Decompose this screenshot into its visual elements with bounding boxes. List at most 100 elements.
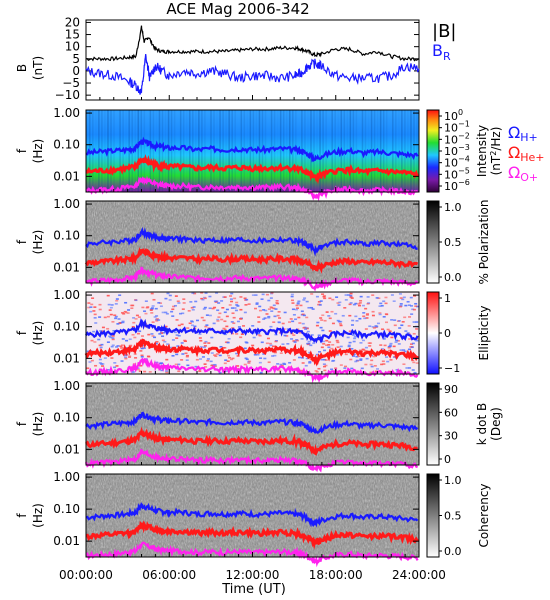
ellipticity-cell [358, 317, 362, 320]
ellipticity-cell [101, 365, 105, 367]
ellipticity-cell [161, 335, 165, 338]
ellipticity-cell [199, 339, 203, 342]
ellipticity-cell [120, 344, 124, 346]
ellipticity-cell [323, 295, 327, 297]
ellipticity-cell [303, 297, 307, 299]
ellipticity-cell [412, 361, 416, 364]
ellipticity-cell [362, 312, 366, 314]
ellipticity-cell [388, 330, 392, 333]
ellipticity-cell [180, 342, 184, 344]
ellipticity-cell [257, 321, 261, 323]
ellipticity-cell [359, 299, 363, 302]
intensity-stripe [249, 110, 252, 192]
ellipticity-cell [262, 318, 266, 320]
ellipticity-cell [133, 336, 137, 339]
ellipticity-cell [277, 321, 281, 324]
coherency-ytick-label: 0.10 [53, 502, 80, 516]
ellipticity-cell [292, 334, 296, 336]
ellipticity-cell [134, 318, 138, 320]
ellipticity-cell [331, 322, 335, 325]
ellipticity-cell [270, 310, 274, 312]
ellipticity-cell [216, 318, 220, 321]
ellipticity-cell [350, 297, 354, 299]
ellipticity-cell [324, 359, 328, 361]
gyro-o-plus-line [84, 447, 418, 473]
ellipticity-cell [388, 345, 392, 348]
ellipticity-ytick-label: 0.01 [53, 351, 80, 365]
ellipticity-colorbar-label: 1 [444, 292, 451, 305]
ellipticity-cell [281, 343, 285, 345]
ellipticity-cell [131, 371, 135, 373]
ellipticity-cell [110, 304, 114, 306]
ellipticity-cell [109, 313, 113, 316]
ellipticity-cell [154, 307, 158, 310]
legend-b-radial-sub: R [443, 50, 451, 63]
ellipticity-cell [310, 293, 314, 295]
ellipticity-cell [103, 316, 107, 319]
ellipticity-cell [247, 362, 251, 364]
polarization-panel: 1.00 0.10 0.01 f (Hz) 1.0 0.5 0.0 % Polarization [15, 197, 491, 292]
ellipticity-cell [352, 340, 356, 343]
ellipticity-cell [193, 292, 197, 295]
gyro-he-plus-line [84, 246, 419, 274]
ellipticity-cell [253, 307, 257, 310]
ellipticity-cell [270, 292, 274, 294]
ellipticity-cell [230, 321, 234, 323]
ellipticity-cell [412, 321, 416, 323]
ellipticity-cell [210, 352, 214, 354]
ellipticity-cell [208, 314, 212, 317]
ellipticity-cell [344, 353, 348, 356]
ellipticity-cell [390, 336, 394, 339]
ellipticity-cell [408, 367, 412, 369]
ellipticity-cell [349, 292, 353, 295]
intensity-colorbar-exponent: −1 [458, 120, 470, 129]
ellipticity-cell [90, 303, 94, 306]
ellipticity-cell [277, 311, 281, 313]
ellipticity-cell [278, 369, 282, 372]
ellipticity-cell [106, 368, 110, 371]
intensity-colorbar-exponent: −2 [458, 131, 470, 140]
ellipticity-cell [164, 311, 168, 314]
ellipticity-cell [324, 364, 328, 367]
ellipticity-cell [190, 321, 194, 323]
ellipticity-cell [306, 342, 310, 345]
ellipticity-cell [364, 307, 368, 310]
ellipticity-cell [336, 346, 340, 348]
ellipticity-cell [292, 313, 296, 316]
ellipticity-cell [140, 355, 144, 358]
legend-b-radial-main: B [432, 41, 443, 60]
ellipticity-cell [290, 293, 294, 296]
ellipticity-cell [93, 313, 97, 316]
ellipticity-cell [296, 302, 300, 304]
ellipticity-cell [355, 359, 359, 362]
ellipticity-cell [150, 312, 154, 314]
ellipticity-cell [120, 347, 124, 349]
intensity-stripe [395, 110, 397, 192]
ellipticity-cell [396, 340, 400, 342]
ellipticity-cell [371, 314, 375, 317]
ellipticity-cell [253, 353, 257, 356]
ellipticity-cell [180, 323, 184, 326]
ellipticity-cell [257, 332, 261, 335]
ellipticity-cell [388, 349, 392, 352]
ellipticity-cell [199, 346, 203, 348]
ellipticity-cell [352, 303, 356, 306]
ellipticity-cell [113, 362, 117, 364]
ellipticity-cell [181, 308, 185, 310]
time-tick-label: 12:00:00 [226, 568, 280, 582]
ellipticity-cell [302, 327, 306, 329]
ellipticity-cell [300, 338, 304, 340]
ellipticity-cell [403, 350, 407, 353]
ellipticity-cell [328, 330, 332, 332]
ellipticity-cell [90, 339, 94, 342]
ellipticity-cell [186, 364, 190, 367]
ellipticity-cell [257, 333, 261, 336]
ellipticity-cell [153, 316, 157, 318]
ellipticity-cell [185, 355, 189, 358]
gyro-o-plus-line [85, 266, 419, 292]
gyro-h-plus-line [85, 411, 419, 435]
ellipticity-cell [371, 326, 375, 328]
ellipticity-cell [305, 327, 309, 330]
ellipticity-cell [353, 337, 357, 340]
ellipticity-cell [237, 326, 241, 328]
